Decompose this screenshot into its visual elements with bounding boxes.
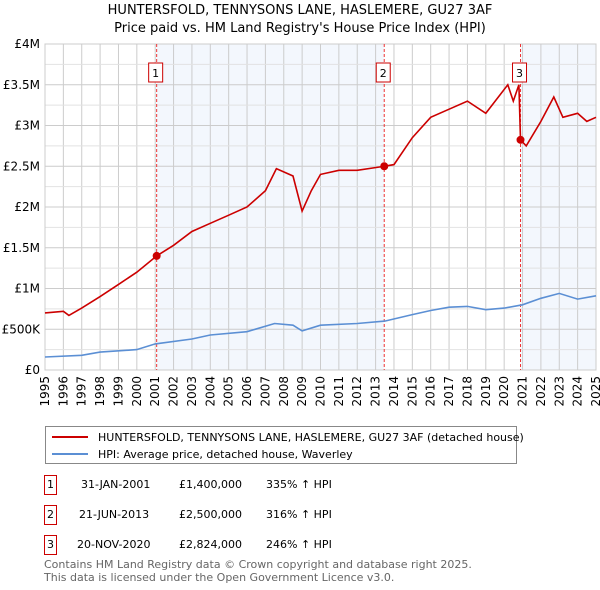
x-tick-label: 2018 bbox=[460, 376, 474, 407]
sale-point bbox=[516, 135, 525, 144]
series-line bbox=[44, 292, 597, 358]
legend: HUNTERSFOLD, TENNYSONS LANE, HASLEMERE, … bbox=[45, 426, 524, 464]
y-tick-label: £2.5M bbox=[3, 159, 40, 173]
x-tick-label: 2002 bbox=[167, 376, 181, 407]
x-tick-label: 2010 bbox=[314, 376, 328, 407]
legend-swatch-blue bbox=[52, 453, 88, 455]
x-tick-label: 2022 bbox=[534, 376, 548, 407]
sale-hpi: 316% ↑ HPI bbox=[266, 508, 332, 521]
sale-label-box bbox=[148, 62, 164, 83]
sale-badge: 3 bbox=[44, 535, 57, 555]
sale-label-box bbox=[512, 62, 528, 83]
x-tick-label: 1996 bbox=[56, 376, 70, 407]
x-tick-label: 1998 bbox=[93, 376, 107, 407]
plot-border bbox=[44, 43, 597, 371]
x-tick-label: 2008 bbox=[277, 376, 291, 407]
x-tick-label: 2019 bbox=[479, 376, 493, 407]
legend-swatch-red bbox=[52, 436, 88, 438]
x-tick-label: 2011 bbox=[332, 376, 346, 407]
x-tick-label: 2025 bbox=[589, 376, 600, 407]
y-tick-label: £500K bbox=[2, 322, 42, 336]
y-tick-label: £1M bbox=[14, 282, 40, 296]
footer-copyright: Contains HM Land Registry data © Crown c… bbox=[44, 558, 472, 571]
x-tick-label: 2012 bbox=[350, 376, 364, 407]
series-line bbox=[44, 83, 597, 317]
sale-price: £2,500,000 bbox=[179, 508, 242, 521]
sale-point bbox=[152, 251, 161, 260]
x-tick-label: 2007 bbox=[258, 376, 272, 407]
y-tick-label: £0 bbox=[25, 363, 40, 377]
x-tick-label: 2020 bbox=[497, 376, 511, 407]
x-tick-label: 2000 bbox=[130, 376, 144, 407]
sale-label: 2 bbox=[380, 67, 387, 80]
sale-date: 21-JUN-2013 bbox=[79, 508, 150, 521]
x-tick-label: 2023 bbox=[552, 376, 566, 407]
x-tick-label: 2017 bbox=[442, 376, 456, 407]
footer-licence: This data is licensed under the Open Gov… bbox=[44, 571, 395, 584]
x-tick-label: 2005 bbox=[222, 376, 236, 407]
x-tick-label: 2021 bbox=[516, 376, 530, 407]
chart-subtitle: Price paid vs. HM Land Registry's House … bbox=[114, 21, 486, 36]
legend-label: HUNTERSFOLD, TENNYSONS LANE, HASLEMERE, … bbox=[98, 430, 524, 444]
sale-badge: 1 bbox=[44, 475, 57, 495]
y-tick-label: £3.5M bbox=[3, 78, 40, 92]
sale-hpi: 335% ↑ HPI bbox=[266, 478, 332, 491]
x-tick-label: 2003 bbox=[185, 376, 199, 407]
chart-title: HUNTERSFOLD, TENNYSONS LANE, HASLEMERE, … bbox=[107, 3, 493, 18]
sale-label-box bbox=[375, 62, 391, 83]
sale-point bbox=[380, 162, 389, 171]
sale-badge: 2 bbox=[44, 505, 57, 525]
legend-item-property: HUNTERSFOLD, TENNYSONS LANE, HASLEMERE, … bbox=[52, 430, 524, 444]
legend-label: HPI: Average price, detached house, Wave… bbox=[98, 447, 353, 461]
sale-label: 3 bbox=[516, 67, 523, 80]
footer: Contains HM Land Registry data © Crown c… bbox=[44, 558, 472, 584]
y-tick-label: £2M bbox=[14, 200, 40, 214]
x-tick-label: 2009 bbox=[295, 376, 309, 407]
x-tick-label: 1995 bbox=[38, 376, 52, 407]
x-tick-label: 2001 bbox=[148, 376, 162, 407]
x-tick-label: 2024 bbox=[571, 376, 585, 407]
sale-date: 20-NOV-2020 bbox=[77, 538, 151, 551]
y-tick-label: £3M bbox=[14, 119, 40, 133]
y-tick-label: £1.5M bbox=[3, 241, 40, 255]
x-tick-label: 1997 bbox=[75, 376, 89, 407]
sale-price: £1,400,000 bbox=[179, 478, 242, 491]
sale-date: 31-JAN-2001 bbox=[81, 478, 151, 491]
x-tick-label: 2015 bbox=[405, 376, 419, 407]
x-tick-label: 2016 bbox=[424, 376, 438, 407]
x-tick-label: 2004 bbox=[203, 376, 217, 407]
x-tick-label: 1999 bbox=[111, 376, 125, 407]
sale-label: 1 bbox=[152, 67, 159, 80]
y-tick-label: £4M bbox=[14, 37, 40, 51]
x-tick-label: 2006 bbox=[240, 376, 254, 407]
sale-hpi: 246% ↑ HPI bbox=[266, 538, 332, 551]
x-tick-label: 2014 bbox=[387, 376, 401, 407]
x-tick-label: 2013 bbox=[369, 376, 383, 407]
legend-item-hpi: HPI: Average price, detached house, Wave… bbox=[52, 447, 353, 461]
plot-area: 1995 1996 1997 1998 1999 2000 2001 2002 2003 2004… bbox=[2, 37, 600, 407]
sale-price: £2,824,000 bbox=[179, 538, 242, 551]
